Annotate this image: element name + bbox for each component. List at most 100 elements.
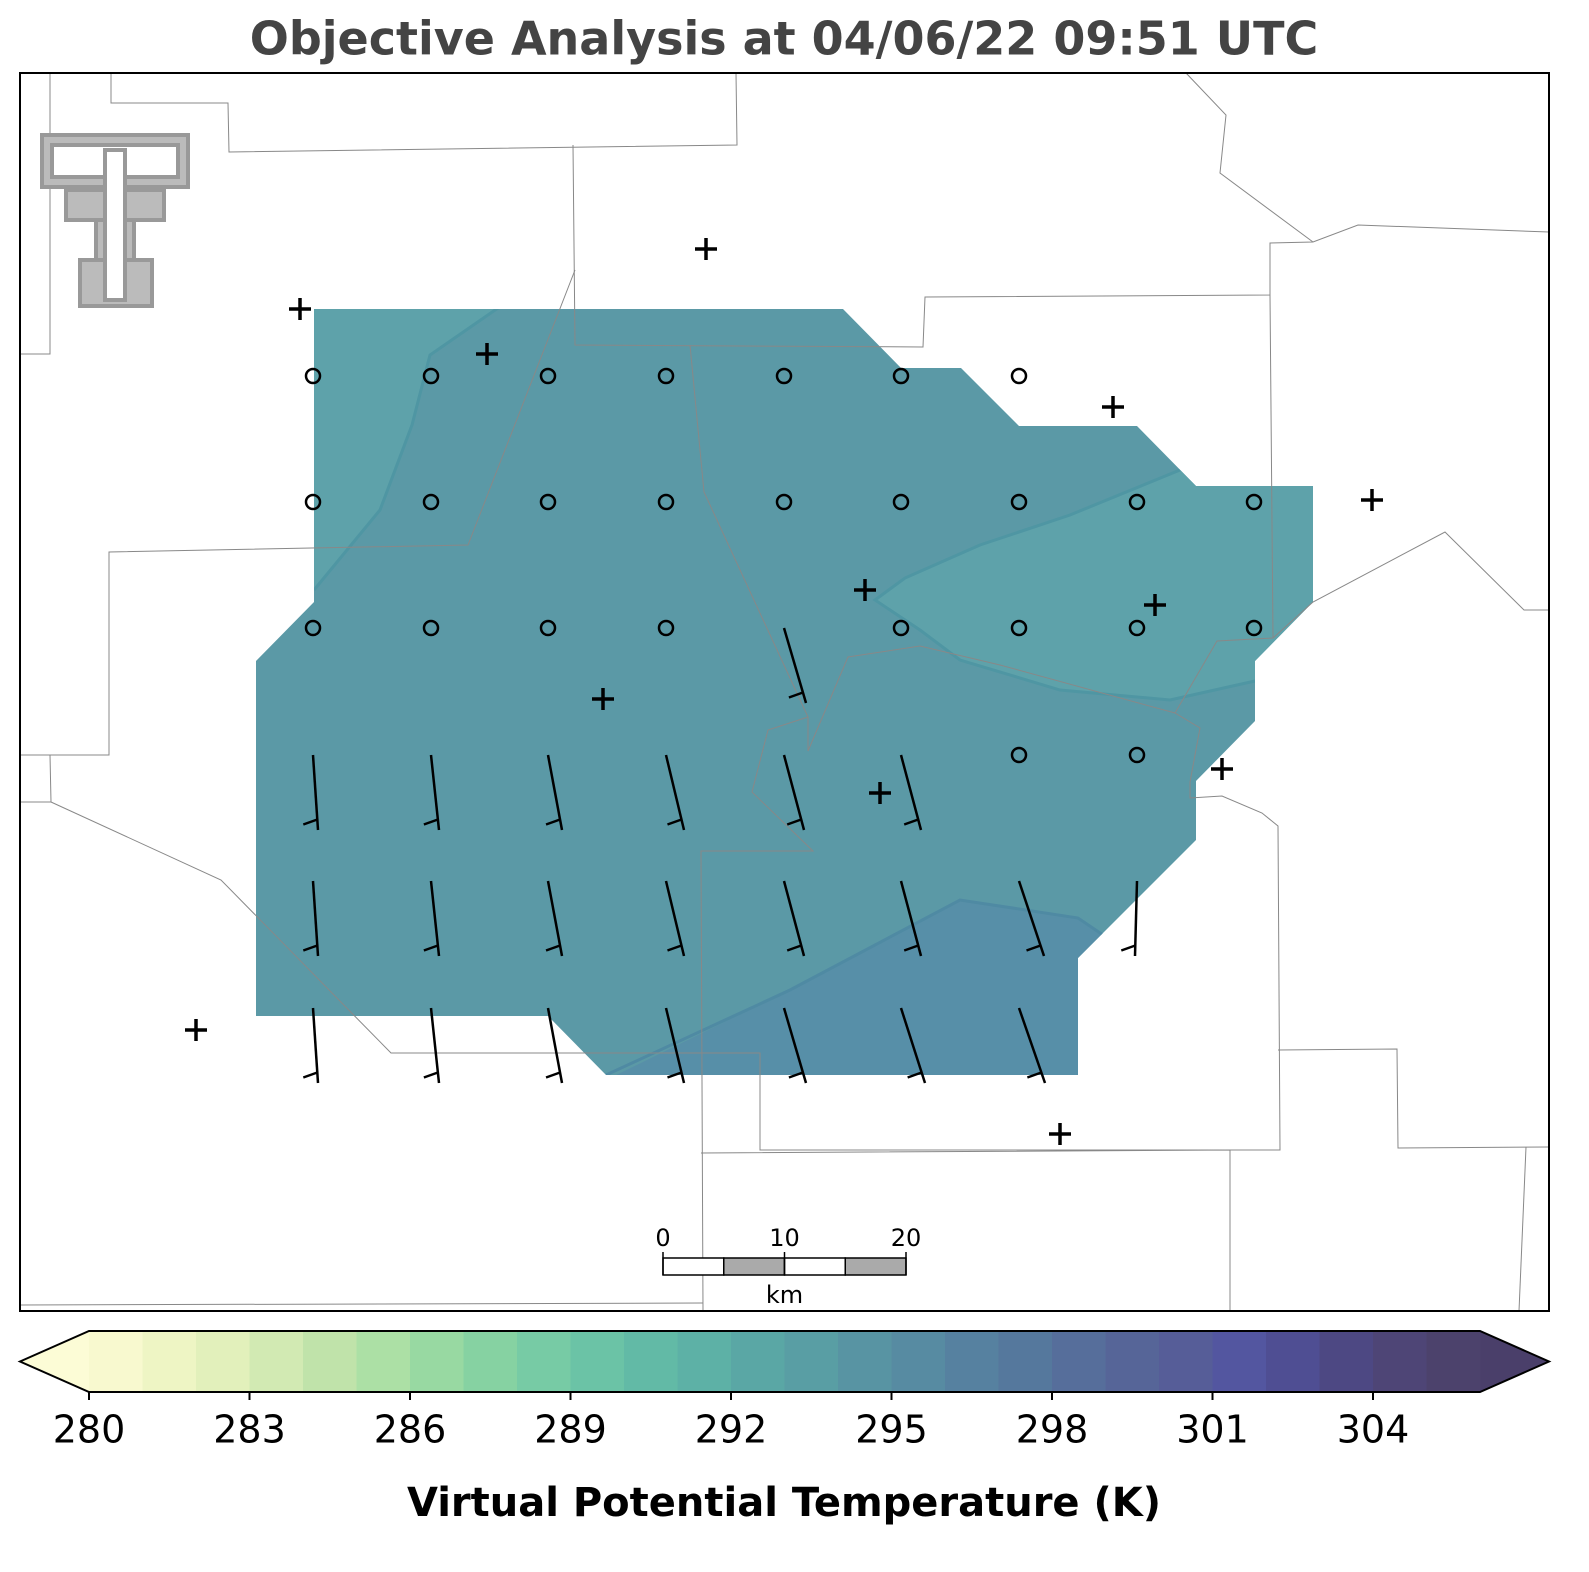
station (1144, 594, 1166, 616)
wind-barb-flag (788, 1071, 804, 1079)
colorbar-band (838, 1331, 892, 1392)
calm-marker (422, 367, 440, 385)
analysis-field (256, 309, 1313, 1075)
colorbar-band (945, 1331, 999, 1392)
calm-marker (1010, 619, 1028, 637)
logo (40, 133, 190, 308)
wind-barb-flag (423, 818, 439, 826)
colorbar-tick-label: 289 (534, 1408, 607, 1452)
colorbar-band (1266, 1331, 1320, 1392)
wind-barb (1017, 880, 1046, 957)
wind-barb-flag (302, 818, 318, 826)
wind-barb-flag (667, 944, 682, 952)
colorbar-tick-label: 283 (213, 1408, 286, 1452)
wind-barb-flag (1120, 944, 1136, 952)
calm-marker (539, 619, 557, 637)
wind-barb (1133, 880, 1139, 957)
scale-unit: km (766, 1281, 803, 1309)
station (592, 688, 614, 710)
colorbar-tick-label: 301 (1176, 1408, 1249, 1452)
map (19, 72, 1550, 1312)
calm-marker (1010, 746, 1028, 764)
calm-marker (1128, 746, 1146, 764)
colorbar-band (1052, 1331, 1106, 1392)
colorbar-band (142, 1331, 197, 1392)
wind-barb-flag (423, 1071, 439, 1079)
title: Objective Analysis at 04/06/22 09:51 UTC (250, 12, 1319, 66)
wind-barb-flag (907, 1071, 923, 1079)
calm-marker (304, 367, 322, 385)
calm-marker (775, 367, 793, 385)
wind-barb (664, 754, 686, 831)
wind-barb (311, 754, 320, 831)
wind-barb (899, 880, 923, 957)
colorbar-band (998, 1331, 1053, 1392)
calm-marker (304, 619, 322, 637)
calm-marker (657, 619, 675, 637)
wind-barb-flag (786, 944, 802, 952)
station (869, 782, 891, 804)
wind-barb-flag (302, 944, 318, 952)
calm-marker (1245, 619, 1263, 637)
field-band (606, 900, 1137, 1075)
colorbar: 280 283 286 289 292 295 298 301 304 (17, 1330, 1552, 1452)
wind-barb-flag (667, 818, 682, 826)
station (476, 343, 498, 365)
wind-barb (664, 880, 686, 957)
stations (185, 238, 1383, 1145)
colorbar-band (1105, 1331, 1160, 1392)
wind-barb (782, 627, 808, 704)
wind-barb-flag (545, 818, 561, 826)
colorbar-tick-label: 292 (695, 1408, 768, 1452)
map-frame (19, 72, 1550, 1312)
colorbar-tick-label: 295 (855, 1408, 928, 1452)
colorbar-band (1319, 1331, 1374, 1392)
colorbar-band (677, 1331, 732, 1392)
wind-barb (899, 1007, 927, 1084)
colorbar-band (249, 1331, 304, 1392)
wind-barb (899, 754, 923, 831)
calm-marker (1010, 367, 1028, 385)
colorbar-label: Virtual Potential Temperature (K) (407, 1480, 1161, 1526)
wind-barb (546, 1007, 564, 1084)
colorbar-band (1212, 1331, 1267, 1392)
calm-marker (892, 367, 910, 385)
colorbar-band (1159, 1331, 1213, 1392)
colorbar-band (463, 1331, 518, 1392)
wind-barb (429, 1007, 441, 1084)
calm-marker (539, 493, 557, 511)
station (854, 579, 876, 601)
scale-bar: 0 10 20 km (655, 1224, 921, 1309)
colorbar-tick-label: 304 (1337, 1408, 1410, 1452)
colorbar-band (731, 1331, 785, 1392)
calm-marker (657, 367, 675, 385)
calm-marker (422, 493, 440, 511)
colorbar-tick-label: 286 (374, 1408, 447, 1452)
wind-barb (546, 880, 564, 957)
field-band (875, 470, 1313, 700)
colorbar-tick-label: 280 (53, 1408, 126, 1452)
colorbar-band (303, 1331, 357, 1392)
colorbar-band (1426, 1331, 1481, 1392)
wind-barb-flag (545, 944, 561, 952)
station (289, 298, 311, 320)
wind-barb (546, 754, 564, 831)
calm-marker (892, 619, 910, 637)
colorbar-band (89, 1331, 143, 1392)
wind-barb-flag (667, 1071, 682, 1079)
colorbar-band (196, 1331, 250, 1392)
station (1361, 489, 1383, 511)
colorbar-band (410, 1331, 464, 1392)
wind-barb (429, 880, 441, 957)
calm-marker (1128, 619, 1146, 637)
calm-marker (1128, 493, 1146, 511)
wind-barb-flag (903, 944, 919, 952)
calm-marker (1010, 493, 1028, 511)
wind-barb-flag (302, 1071, 318, 1079)
colorbar-extend-high (1480, 1331, 1549, 1392)
scale-tick-label: 20 (891, 1224, 922, 1252)
scale-segment (662, 1257, 725, 1276)
colorbar-band (1373, 1331, 1427, 1392)
wind-barb-flag (786, 818, 802, 826)
